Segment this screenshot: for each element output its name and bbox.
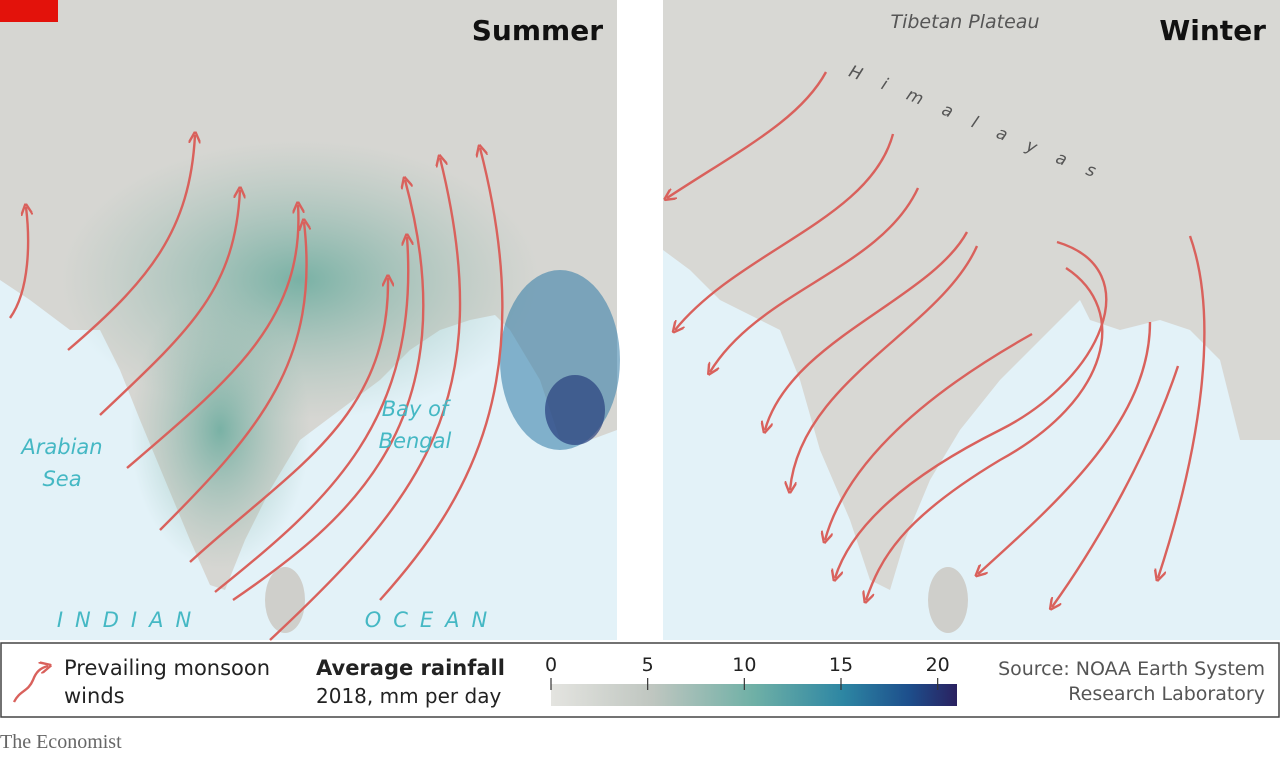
- sea-label: Bengal: [379, 429, 452, 453]
- summer-map: Summer Arabian Sea Bay of Bengal INDIAN …: [0, 0, 620, 641]
- ocean-label: INDIAN: [57, 608, 203, 632]
- ocean-label: OCEAN: [365, 608, 500, 632]
- legend-label: Prevailing monsoon: [64, 656, 270, 680]
- colorbar: [551, 684, 957, 706]
- source: Research Laboratory: [1068, 683, 1265, 705]
- legend-subtitle: 2018, mm per day: [316, 684, 501, 708]
- panel-title: Winter: [1159, 14, 1266, 47]
- legend-label: winds: [64, 684, 125, 708]
- legend-title: Average rainfall: [316, 656, 505, 680]
- colorbar-tick-label: 0: [545, 654, 557, 676]
- panel-title: Summer: [472, 14, 603, 47]
- colorbar-tick-label: 20: [926, 654, 950, 676]
- sea-label: Sea: [42, 467, 81, 491]
- sea-label: Bay of: [382, 397, 452, 421]
- source: Source: NOAA Earth System: [998, 658, 1265, 680]
- legend: Prevailing monsoon winds Average rainfal…: [0, 642, 1280, 718]
- sea-label: Arabian: [19, 435, 102, 459]
- winter-map: Himalayas Tibetan Plateau Winter: [663, 0, 1280, 640]
- colorbar-tick-label: 15: [829, 654, 853, 676]
- footer: The Economist: [0, 731, 122, 753]
- colorbar-tick-label: 10: [732, 654, 756, 676]
- colorbar-tick-label: 5: [642, 654, 654, 676]
- region-label: Tibetan Plateau: [890, 11, 1039, 33]
